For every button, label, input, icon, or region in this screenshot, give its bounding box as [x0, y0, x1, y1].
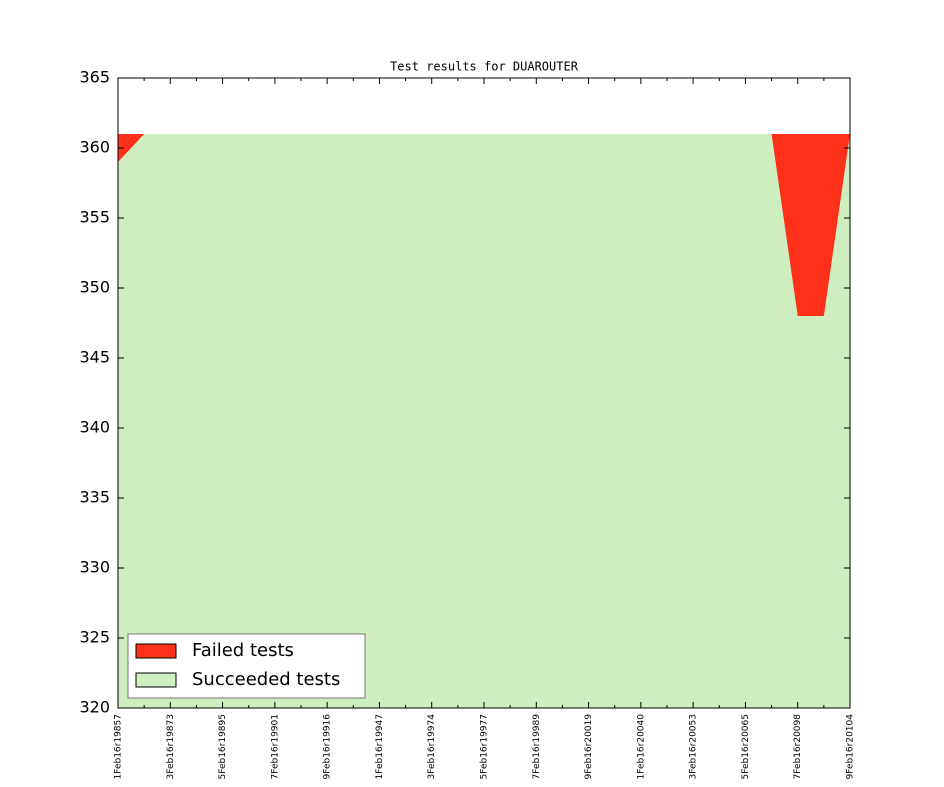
chart-title: Test results for DUAROUTER — [390, 60, 579, 74]
legend-swatch — [135, 672, 177, 688]
x-tick-label: 7Feb16r19901 — [270, 714, 280, 779]
y-tick-label: 325 — [79, 628, 110, 647]
y-tick-label: 355 — [79, 208, 110, 227]
x-tick-label: 9Feb16r20019 — [584, 714, 594, 780]
legend: Failed tests Succeeded tests — [127, 633, 366, 699]
area — [118, 134, 850, 708]
x-tick-label: 5Feb16r20065 — [741, 714, 751, 779]
y-tick-label: 360 — [79, 138, 110, 157]
legend-label: Failed tests — [192, 640, 294, 661]
x-tick-label: 3Feb16r20053 — [689, 714, 699, 779]
area — [118, 134, 850, 316]
areas — [118, 134, 850, 708]
y-tick-label: 365 — [79, 68, 110, 87]
x-tick-label: 1Feb16r19947 — [375, 714, 385, 779]
x-tick-label: 5Feb16r19895 — [218, 714, 228, 779]
x-tick-label: 9Feb16r19916 — [323, 714, 333, 780]
legend-swatch — [135, 643, 177, 659]
y-tick-label: 335 — [79, 488, 110, 507]
y-tick-label: 340 — [79, 418, 110, 437]
axes: 320 325 330 335 340 345 350 355 360 365 1Feb16r198… — [79, 68, 855, 780]
x-tick-label: 9Feb16r20104 — [846, 714, 856, 780]
y-tick-label: 330 — [79, 558, 110, 577]
x-tick-label: 1Feb16r20040 — [636, 714, 646, 780]
x-tick-label: 3Feb16r19974 — [427, 714, 437, 780]
plot-frame — [117, 77, 851, 709]
y-tick-label: 350 — [79, 278, 110, 297]
legend-label: Succeeded tests — [192, 669, 340, 690]
y-tick-label: 345 — [79, 348, 110, 367]
x-tick-label: 7Feb16r20098 — [793, 714, 803, 780]
x-tick-label: 1Feb16r19857 — [114, 714, 124, 779]
x-tick-label: 3Feb16r19873 — [166, 714, 176, 779]
y-tick-label: 320 — [79, 698, 110, 717]
x-tick-label: 7Feb16r19989 — [532, 714, 542, 780]
x-tick-label: 5Feb16r19977 — [480, 714, 490, 779]
